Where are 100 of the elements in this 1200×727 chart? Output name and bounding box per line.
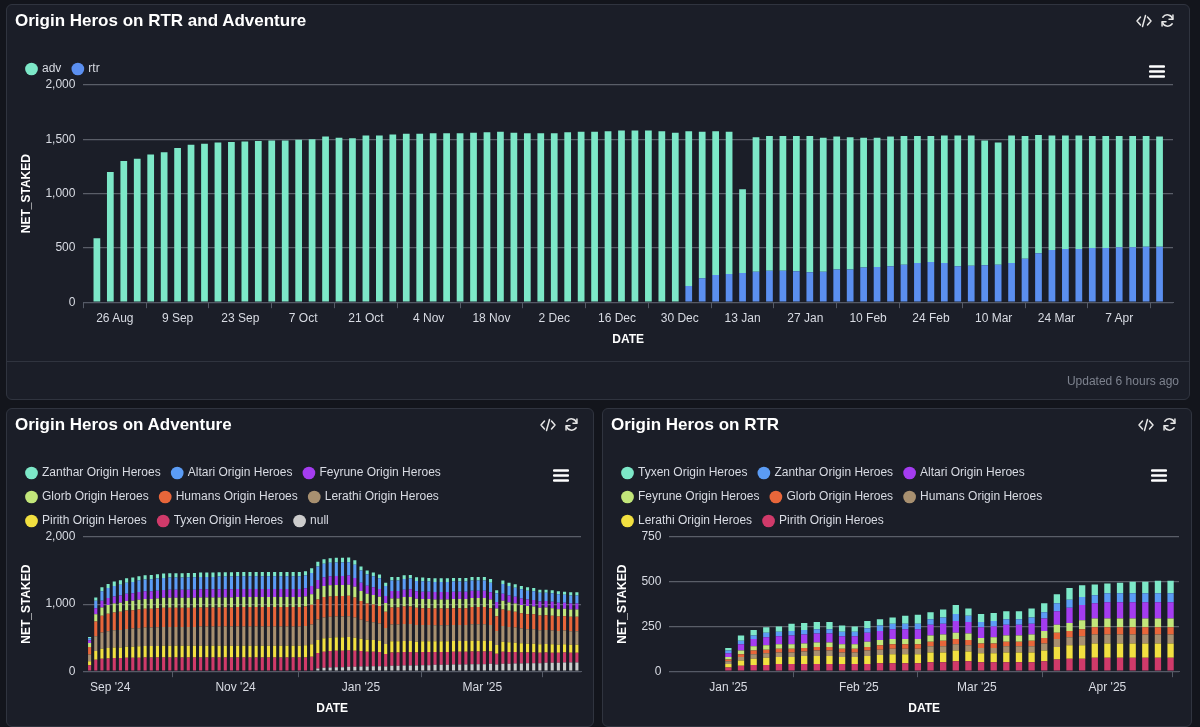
bar xyxy=(106,588,110,599)
bar xyxy=(763,657,770,665)
bar xyxy=(532,614,536,630)
bar xyxy=(359,619,363,639)
y-tick-label: 250 xyxy=(641,618,662,633)
bar xyxy=(273,589,277,598)
bar xyxy=(433,652,437,665)
bar xyxy=(451,651,456,665)
bar xyxy=(186,597,190,608)
bar xyxy=(236,597,240,608)
bar xyxy=(846,269,854,302)
x-tick-label: Mar '25 xyxy=(957,679,997,694)
bar xyxy=(349,138,356,302)
bar xyxy=(211,626,215,646)
chart-title: Origin Heros on Adventure xyxy=(15,415,232,435)
bar xyxy=(408,641,412,653)
bar xyxy=(174,645,178,658)
bar xyxy=(340,584,345,597)
bar xyxy=(464,651,468,665)
bar xyxy=(192,597,196,608)
bar xyxy=(1129,618,1136,628)
bar xyxy=(377,640,382,653)
bar xyxy=(538,630,542,645)
x-tick-label: 10 Mar xyxy=(974,310,1013,325)
bar xyxy=(217,597,221,608)
bar xyxy=(180,607,184,627)
bar xyxy=(813,629,820,634)
bar xyxy=(1104,593,1111,603)
bar xyxy=(470,132,477,302)
bar xyxy=(396,624,400,642)
bar xyxy=(408,652,412,666)
bar xyxy=(775,626,783,632)
bar xyxy=(328,596,332,617)
bar xyxy=(316,566,320,580)
bar xyxy=(532,663,536,671)
bar xyxy=(507,582,511,586)
bar xyxy=(334,616,338,638)
bar xyxy=(788,630,795,636)
bar xyxy=(125,657,129,671)
bar xyxy=(513,584,517,588)
bar xyxy=(162,607,166,627)
bar xyxy=(1041,612,1048,619)
bar xyxy=(1091,603,1098,619)
bar xyxy=(819,271,827,302)
bar xyxy=(488,624,493,642)
bar xyxy=(118,611,122,630)
bar xyxy=(1041,630,1048,639)
bar xyxy=(712,131,720,276)
bar xyxy=(864,641,871,648)
bar xyxy=(445,664,449,671)
bar xyxy=(421,581,425,592)
bar xyxy=(310,604,314,625)
legend-label: Lerathi Origin Heroes xyxy=(638,513,753,528)
bar xyxy=(507,652,511,664)
bar xyxy=(328,651,332,668)
y-tick-label: 1,500 xyxy=(45,131,76,146)
bar xyxy=(645,130,652,302)
bar xyxy=(507,610,511,627)
bar xyxy=(618,130,625,302)
bar xyxy=(94,600,98,609)
bar xyxy=(359,591,363,602)
bar xyxy=(488,651,493,664)
bar xyxy=(1142,657,1149,671)
bar xyxy=(1053,638,1061,648)
bar xyxy=(1154,627,1162,635)
bar xyxy=(838,644,846,649)
x-axis-title: DATE xyxy=(908,701,941,716)
bar xyxy=(482,624,486,641)
bar xyxy=(658,131,666,302)
bar xyxy=(131,646,135,658)
bar xyxy=(451,664,456,671)
bar xyxy=(476,590,480,599)
bar xyxy=(851,652,858,657)
bar xyxy=(873,266,881,302)
bar xyxy=(501,580,505,584)
bar xyxy=(408,597,412,607)
bar xyxy=(513,611,517,628)
bar xyxy=(211,607,215,627)
bar xyxy=(162,573,166,578)
bar xyxy=(965,615,972,622)
x-tick-label: 16 Dec xyxy=(597,310,637,325)
bar xyxy=(414,598,419,608)
bar xyxy=(569,609,573,617)
bar xyxy=(470,640,474,652)
bar xyxy=(495,645,499,654)
bar xyxy=(1015,662,1023,671)
bar xyxy=(464,641,468,652)
bar xyxy=(889,654,896,664)
bar xyxy=(149,627,153,647)
bar xyxy=(281,140,289,302)
bar xyxy=(940,646,947,653)
bar xyxy=(914,263,921,302)
bar xyxy=(501,609,505,626)
bar xyxy=(851,636,858,645)
bar xyxy=(458,581,462,592)
bar xyxy=(365,603,369,622)
bar xyxy=(260,645,264,658)
bar xyxy=(550,590,554,594)
bar xyxy=(100,591,104,601)
bar xyxy=(390,580,394,592)
